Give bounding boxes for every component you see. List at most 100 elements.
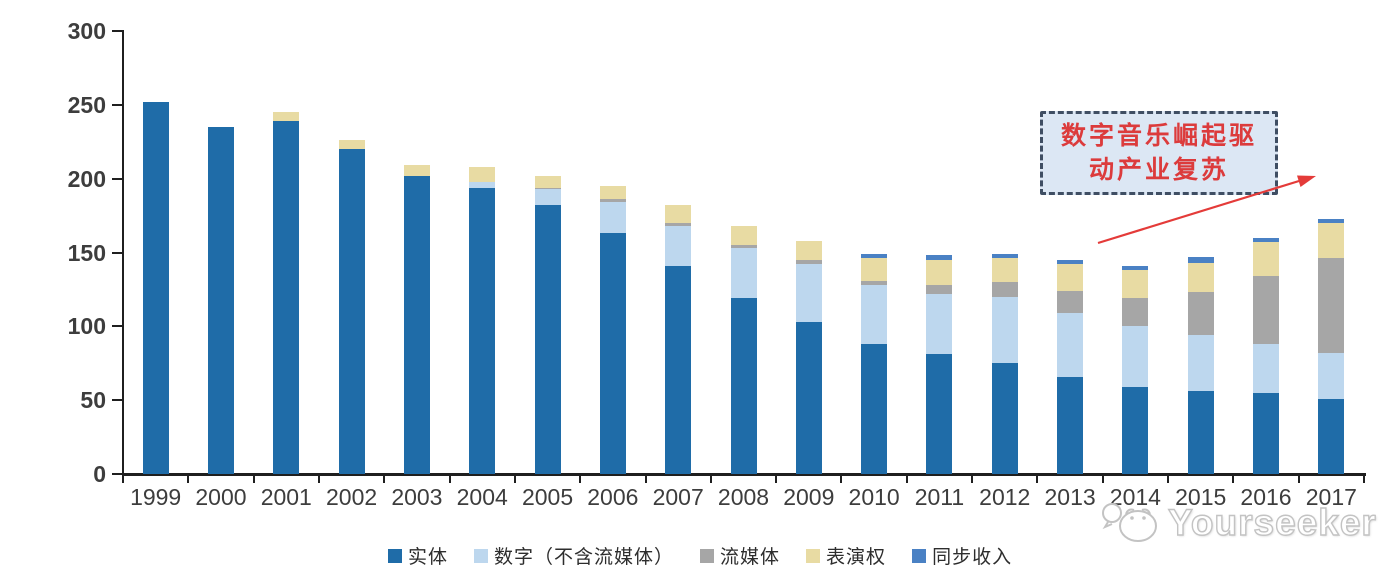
bar-segment-performance (273, 112, 300, 122)
x-axis-tick (579, 476, 582, 483)
bar-segment-physical (991, 363, 1018, 474)
bar-segment-physical (665, 265, 692, 474)
bar-segment-physical (142, 101, 169, 474)
bar-segment-physical (1187, 391, 1214, 474)
x-axis (122, 473, 1366, 476)
bar-segment-streaming (1057, 290, 1084, 314)
bar-segment-performance (926, 259, 953, 285)
x-axis-tick-label: 2016 (1240, 484, 1292, 510)
y-axis-tick-label: 50 (80, 387, 106, 414)
x-axis-tick-label: 2014 (1109, 484, 1161, 510)
legend-label-performance: 表演权 (826, 546, 887, 568)
x-axis-tick-label: 2000 (195, 484, 247, 510)
bar-segment-digital (926, 293, 953, 355)
x-axis-tick (1297, 476, 1300, 483)
bar-segment-streaming (1318, 258, 1345, 353)
bar-segment-streaming (1187, 292, 1214, 336)
bar-segment-digital (534, 189, 561, 206)
x-axis-tick (971, 476, 974, 483)
y-axis-tick-label: 300 (67, 18, 106, 44)
bar-segment-physical (403, 175, 430, 474)
y-axis (122, 30, 124, 475)
bar-segment-performance (403, 165, 430, 176)
y-axis-tick (112, 325, 122, 328)
y-axis-tick-label: 0 (93, 461, 106, 487)
bar-segment-digital (1253, 344, 1280, 393)
y-axis-tick (112, 177, 122, 180)
bar-segment-streaming (534, 187, 561, 189)
legend-label-digital: 数字（不含流媒体） (494, 546, 675, 568)
bar-segment-physical (338, 149, 365, 474)
bar-segment-digital (861, 284, 888, 345)
x-axis-tick-label: 2002 (326, 484, 378, 510)
bar-segment-physical (1122, 386, 1149, 474)
bar-segment-streaming (795, 259, 822, 265)
y-axis-tick-label: 100 (67, 313, 106, 340)
y-axis-tick-label: 250 (67, 91, 106, 118)
bar-segment-physical (207, 126, 234, 474)
x-axis-tick-label: 1999 (130, 484, 182, 510)
x-axis-tick (448, 476, 451, 483)
bar-segment-performance (1057, 264, 1084, 291)
bar-segment-sync (1057, 259, 1084, 265)
x-axis-tick (317, 476, 320, 483)
bar-segment-sync (1253, 237, 1280, 243)
y-axis-tick (112, 103, 122, 106)
x-axis-tick-label: 2012 (979, 484, 1031, 510)
legend-item-sync: 同步收入 (912, 542, 1012, 569)
bar-segment-physical (730, 298, 757, 474)
y-axis-tick (112, 30, 122, 32)
legend-item-streaming: 流媒体 (700, 542, 780, 569)
bar-segment-physical (1057, 376, 1084, 474)
x-axis-tick-label: 2013 (1044, 484, 1096, 510)
x-axis-tick-label: 2004 (456, 484, 508, 510)
x-axis-tick-label: 2011 (914, 484, 965, 510)
bar-segment-performance (861, 258, 888, 281)
legend-label-streaming: 流媒体 (720, 546, 781, 568)
x-axis-tick (840, 476, 843, 483)
legend-swatch-digital (474, 548, 489, 563)
x-axis-tick (187, 476, 190, 483)
x-axis-tick (252, 476, 255, 483)
legend-label-sync: 同步收入 (932, 546, 1013, 568)
x-axis-tick (122, 476, 124, 483)
bar-segment-sync (1187, 256, 1214, 263)
bar-segment-performance (1253, 242, 1280, 277)
x-axis-tick (905, 476, 908, 483)
bar-segment-digital (1187, 335, 1214, 392)
y-axis-tick-label: 200 (67, 165, 106, 192)
bar-segment-streaming (730, 245, 757, 249)
bar-segment-physical (1253, 392, 1280, 474)
bar-segment-streaming (665, 222, 692, 226)
x-axis-tick (383, 476, 386, 483)
bar-segment-streaming (599, 199, 626, 203)
legend-swatch-physical (388, 548, 402, 563)
bar-segment-streaming (926, 284, 953, 294)
legend-item-physical: 实体 (388, 542, 448, 569)
x-axis-tick-label: 2010 (848, 484, 900, 510)
bar-segment-performance (665, 205, 692, 223)
legend-swatch-streaming (700, 548, 715, 563)
bar-segment-performance (730, 225, 757, 246)
bar-segment-digital (1318, 352, 1345, 399)
annotation-callout: 数字音乐崛起驱 动产业复苏 (1040, 111, 1278, 195)
bar-segment-sync (1318, 218, 1345, 223)
bar-segment-physical (926, 354, 953, 474)
y-axis-tick (112, 473, 122, 475)
bar-segment-streaming (1253, 276, 1280, 345)
bar-segment-performance (599, 186, 626, 200)
bar-segment-physical (534, 205, 561, 474)
x-axis-tick-label: 2017 (1305, 484, 1357, 510)
legend-label-physical: 实体 (408, 546, 449, 568)
bar-segment-digital (469, 181, 496, 188)
bar-segment-digital (665, 225, 692, 266)
bar-segment-digital (1057, 313, 1084, 377)
x-axis-tick (513, 476, 516, 483)
bar-segment-performance (1318, 222, 1345, 259)
legend-item-performance: 表演权 (806, 542, 886, 569)
bar-segment-physical (1318, 398, 1345, 474)
legend-swatch-performance (806, 548, 821, 563)
bar-segment-physical (599, 233, 626, 474)
